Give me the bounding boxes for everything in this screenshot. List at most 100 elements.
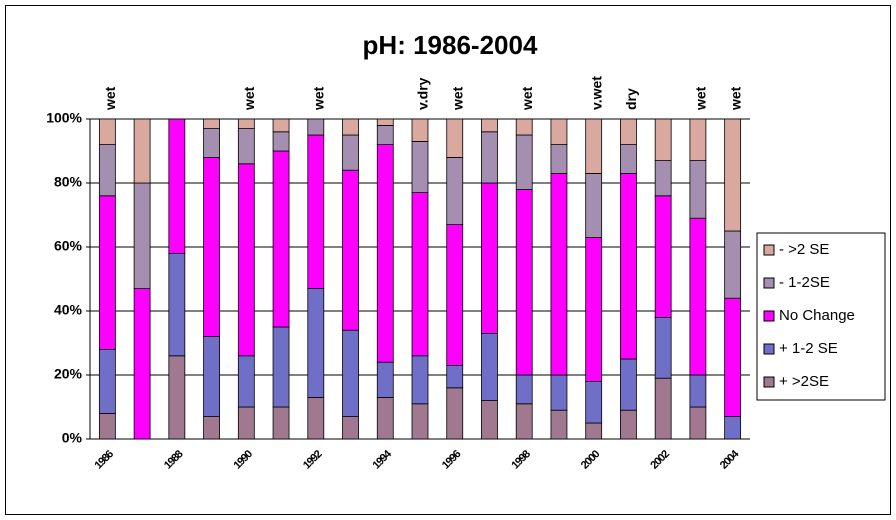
bar-segment [203, 336, 220, 418]
legend-label: - 1-2SE [779, 274, 830, 291]
bar-segment [98, 348, 116, 414]
bar-segment [585, 172, 603, 238]
bar-segment [515, 188, 533, 376]
bar-segment [376, 361, 394, 398]
legend-swatch [763, 376, 775, 388]
bar-segment [237, 355, 255, 408]
bar-segment [481, 118, 498, 133]
bar-segment [168, 252, 186, 357]
bar-segment [620, 409, 637, 440]
bar-segment [724, 230, 742, 299]
bar-segment [98, 195, 116, 350]
annotation: wet [102, 86, 118, 111]
bar-segment [654, 316, 672, 379]
bar-segment [585, 422, 603, 440]
bar-segment [237, 118, 255, 130]
bar-segment [689, 217, 707, 376]
bar-segment [515, 118, 533, 136]
bar-segment [272, 150, 290, 328]
annotation: wet [693, 86, 709, 111]
bar-segment [98, 412, 116, 440]
legend-swatch [763, 343, 775, 355]
legend-swatch [763, 277, 775, 289]
bar-segment [133, 118, 151, 184]
annotation: dry [623, 88, 639, 110]
bar-segment [446, 364, 464, 389]
bar-segment [620, 172, 637, 360]
bar-segment [411, 355, 429, 405]
bar-segment [689, 406, 707, 440]
bar-segment [585, 118, 603, 174]
annotation: wet [727, 86, 743, 111]
bar-segment [342, 134, 359, 171]
annotation: wet [241, 86, 257, 111]
legend-swatch [763, 244, 775, 256]
annotation: wet [519, 86, 535, 111]
bar-segment [550, 118, 568, 146]
bar-segment [654, 195, 672, 318]
bar-segment [272, 406, 290, 440]
bar-segment [237, 406, 255, 440]
y-tick-label: 60% [54, 238, 83, 254]
bar-segment [446, 118, 464, 158]
bar-segment [446, 156, 464, 225]
legend-label: + 1-2 SE [779, 340, 838, 357]
bar-segment [654, 377, 672, 440]
bar-segment [550, 409, 568, 440]
bar-segment [307, 134, 325, 290]
bar-segment [724, 297, 742, 418]
bar-segment [98, 144, 116, 197]
bar-segment [342, 416, 359, 440]
bar-segment [654, 118, 672, 161]
bar-segment [307, 288, 325, 398]
bar-segment [342, 118, 359, 136]
y-tick-label: 20% [54, 366, 83, 382]
annotation: v.dry [415, 77, 431, 110]
bar-segment [342, 329, 359, 418]
bar-segment [411, 118, 429, 142]
bar-segment [411, 192, 429, 357]
bar-segment [203, 416, 220, 440]
bar-segment [724, 416, 742, 440]
chart-title: pH: 1986-2004 [363, 30, 538, 60]
bar-segment [376, 144, 394, 363]
bar-segment [481, 332, 498, 401]
bar-segment [585, 380, 603, 424]
bar-segment [307, 396, 325, 440]
bar-segment [550, 374, 568, 411]
bar-segment [376, 118, 394, 126]
bar-segment [654, 160, 672, 197]
y-tick-label: 80% [54, 174, 83, 190]
bar-segment [620, 118, 637, 146]
bar-segment [272, 131, 290, 152]
bar-segment [620, 144, 637, 174]
y-tick-label: 100% [46, 110, 82, 126]
bar-segment [515, 134, 533, 190]
bar-segment [515, 374, 533, 405]
legend-box [756, 232, 886, 401]
bar-segment [133, 288, 151, 440]
legend-label: + >2SE [779, 373, 829, 390]
bar-segment [481, 131, 498, 184]
annotation: v.wet [588, 76, 604, 110]
bar-segment [342, 169, 359, 331]
legend-label: No Change [779, 307, 855, 324]
bar-segment [689, 118, 707, 161]
bar-segment [481, 400, 498, 440]
bar-segment [376, 125, 394, 146]
bar-segment [203, 118, 220, 130]
bar-segment [724, 118, 742, 232]
bar-segment [272, 326, 290, 408]
y-tick-label: 40% [54, 302, 83, 318]
bar-segment [446, 224, 464, 366]
bar-segment [411, 403, 429, 440]
bar-segment [168, 355, 186, 440]
bar-segment [203, 156, 220, 337]
annotation: wet [310, 86, 326, 111]
bar-segment [620, 358, 637, 411]
bar-segment [168, 118, 186, 254]
bar-segment [550, 144, 568, 174]
legend-swatch [763, 310, 775, 322]
bar-segment [376, 396, 394, 440]
